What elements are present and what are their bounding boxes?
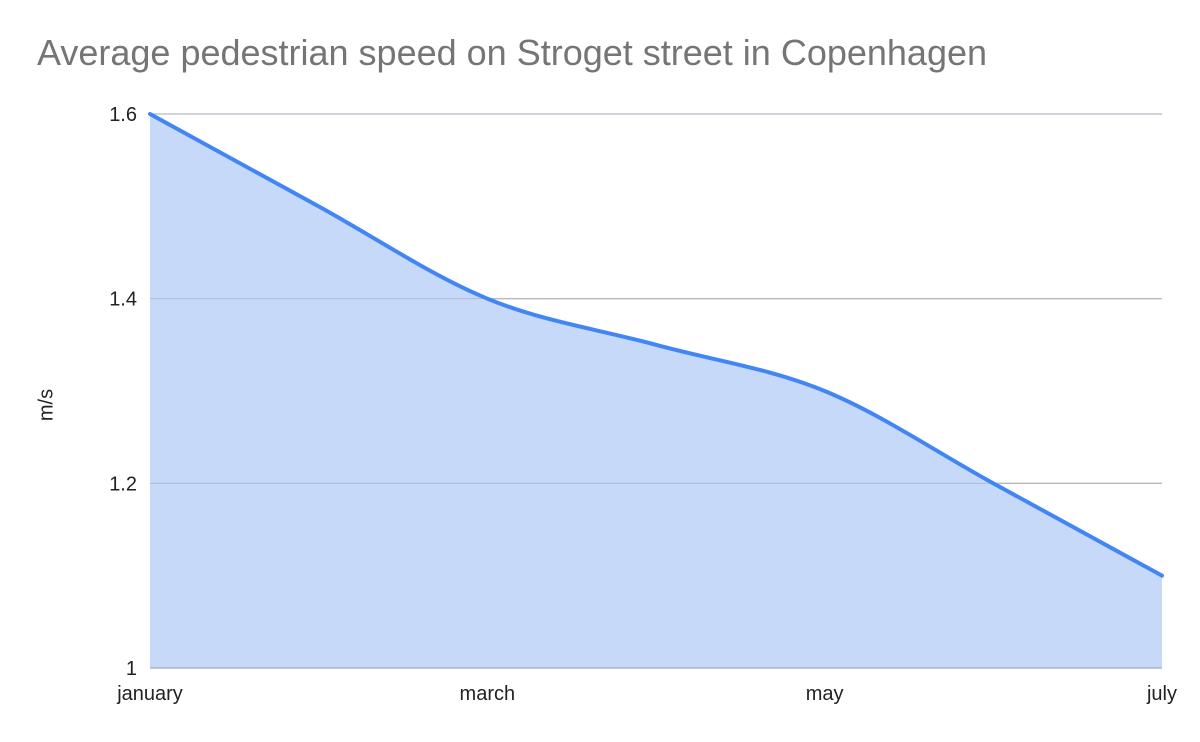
y-tick-label: 1 (126, 658, 137, 680)
chart-title: Average pedestrian speed on Stroget stre… (37, 32, 988, 73)
y-tick-label: 1.2 (109, 473, 137, 495)
y-tick-label: 1.6 (109, 104, 137, 126)
x-tick-label: may (806, 683, 844, 705)
x-tick-label: july (1146, 683, 1177, 705)
y-tick-label: 1.4 (109, 289, 137, 311)
x-tick-label: march (460, 683, 516, 705)
area-fill (150, 114, 1162, 668)
series-line (148, 112, 1164, 578)
x-tick-label: january (116, 683, 183, 705)
